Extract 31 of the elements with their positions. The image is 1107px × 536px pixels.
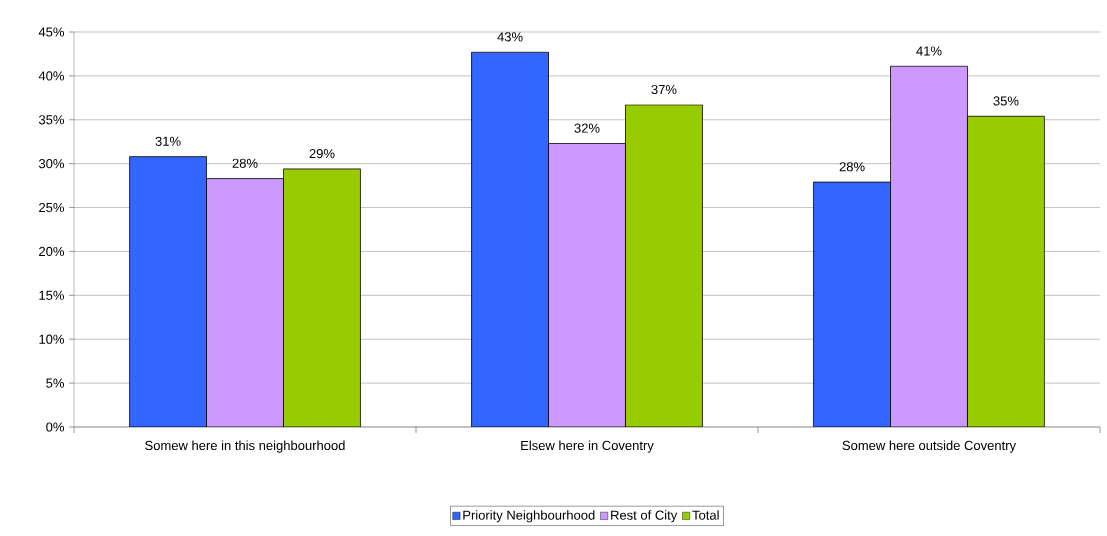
bar <box>890 65 968 427</box>
y-tick-label: 35% <box>38 115 65 125</box>
bar <box>471 51 549 427</box>
y-tick-label: 15% <box>39 290 65 300</box>
data-label: 29% <box>309 148 335 159</box>
y-tick-label: 30% <box>38 159 65 169</box>
bar <box>129 156 207 427</box>
x-tick-label: Somew here outside Coventry <box>842 440 1017 453</box>
bar <box>813 181 891 427</box>
data-label: 28% <box>839 162 865 172</box>
data-label: 31% <box>155 136 181 146</box>
y-tick-label: 20% <box>39 246 65 257</box>
data-label: 41% <box>916 46 942 56</box>
legend-label: Priority Neighbourhood <box>463 510 595 523</box>
y-tick-label: 25% <box>39 202 65 213</box>
legend-label: Rest of City <box>611 510 678 523</box>
data-label: 37% <box>651 84 677 95</box>
y-tick-label: 40% <box>38 71 65 81</box>
data-label: 32% <box>574 123 600 133</box>
legend-label: Total <box>692 510 719 520</box>
y-tick-label: 10% <box>39 334 65 344</box>
data-label: 28% <box>232 158 258 168</box>
y-tick-label: 5% <box>46 378 65 388</box>
data-label: 35% <box>993 96 1019 106</box>
y-tick-label: 45% <box>38 27 65 37</box>
y-tick-label: 0% <box>46 422 65 432</box>
x-tick-label: Elsew here in Coventry <box>521 440 654 453</box>
x-tick-label: Somew here in this neighbourhood <box>145 440 345 453</box>
data-label: 43% <box>497 32 523 42</box>
bar <box>206 178 284 427</box>
bar <box>548 143 626 427</box>
